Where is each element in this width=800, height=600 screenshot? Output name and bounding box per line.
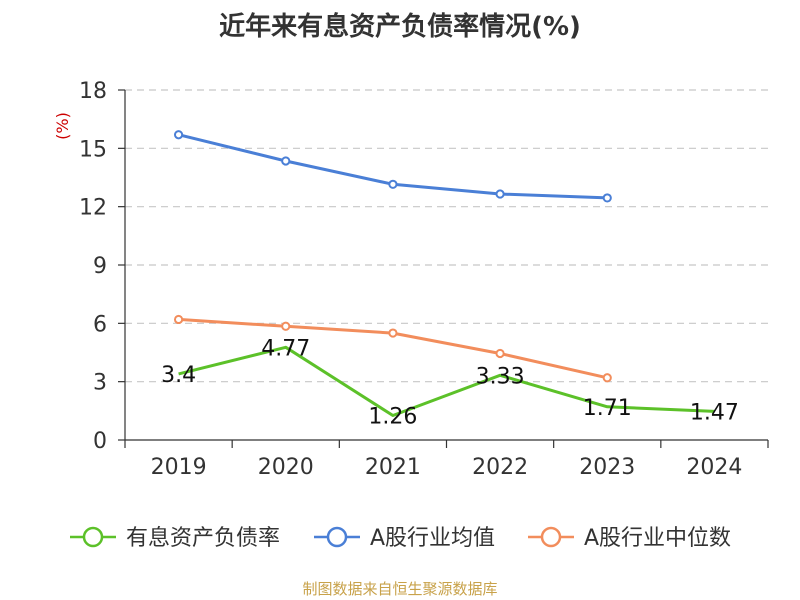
data-point bbox=[495, 189, 505, 199]
series-lines bbox=[173, 130, 715, 417]
x-tick-label: 2023 bbox=[579, 455, 635, 480]
data-point bbox=[173, 130, 184, 140]
x-tick-label: 2022 bbox=[472, 455, 528, 480]
data-point bbox=[281, 156, 291, 166]
data-point bbox=[495, 348, 505, 359]
y-tick-label: 0 bbox=[93, 429, 107, 454]
axes: 0 3 6 9 12 15 18 2019 2020 2021 2022 2023 2024 bbox=[79, 79, 769, 480]
data-point bbox=[602, 193, 612, 203]
chart-title: 近年来有息资产负债率情况(%) bbox=[219, 12, 581, 42]
x-tick-label: 2020 bbox=[258, 455, 314, 480]
data-label: 3.4 bbox=[161, 363, 196, 388]
legend: 有息资产负债率 A股行业均值 A股行业中位数 bbox=[70, 526, 731, 551]
data-point bbox=[173, 314, 184, 325]
legend-marker bbox=[82, 526, 104, 548]
x-tick-label: 2024 bbox=[686, 455, 742, 480]
y-tick-label: 15 bbox=[79, 137, 107, 162]
legend-marker bbox=[540, 526, 562, 548]
data-point bbox=[602, 373, 612, 383]
grid-lines bbox=[125, 89, 768, 383]
data-point bbox=[281, 321, 291, 331]
data-point bbox=[388, 179, 398, 189]
legend-label: A股行业均值 bbox=[370, 526, 495, 551]
legend-marker bbox=[326, 526, 348, 548]
y-axis-unit-label: (%) bbox=[53, 112, 72, 140]
data-label: 3.33 bbox=[476, 364, 525, 389]
data-point bbox=[388, 328, 398, 338]
data-labels: 3.4 4.77 1.26 3.33 1.71 1.47 bbox=[161, 336, 739, 429]
series-line-0 bbox=[178, 345, 715, 417]
legend-label: A股行业中位数 bbox=[584, 526, 731, 551]
legend-label: 有息资产负债率 bbox=[126, 526, 280, 551]
data-label: 1.26 bbox=[368, 405, 417, 430]
y-tick-label: 18 bbox=[79, 79, 107, 104]
x-tick-label: 2021 bbox=[365, 455, 421, 480]
data-label: 1.47 bbox=[690, 400, 739, 425]
y-tick-label: 9 bbox=[93, 254, 107, 279]
data-label: 1.71 bbox=[583, 396, 632, 421]
source-note: 制图数据来自恒生聚源数据库 bbox=[302, 580, 498, 598]
series-line-2 bbox=[178, 317, 608, 380]
y-tick-label: 6 bbox=[93, 312, 107, 337]
y-tick-label: 3 bbox=[93, 371, 107, 396]
x-tick-label: 2019 bbox=[151, 455, 207, 480]
y-tick-label: 12 bbox=[79, 196, 107, 221]
data-label: 4.77 bbox=[261, 336, 310, 361]
